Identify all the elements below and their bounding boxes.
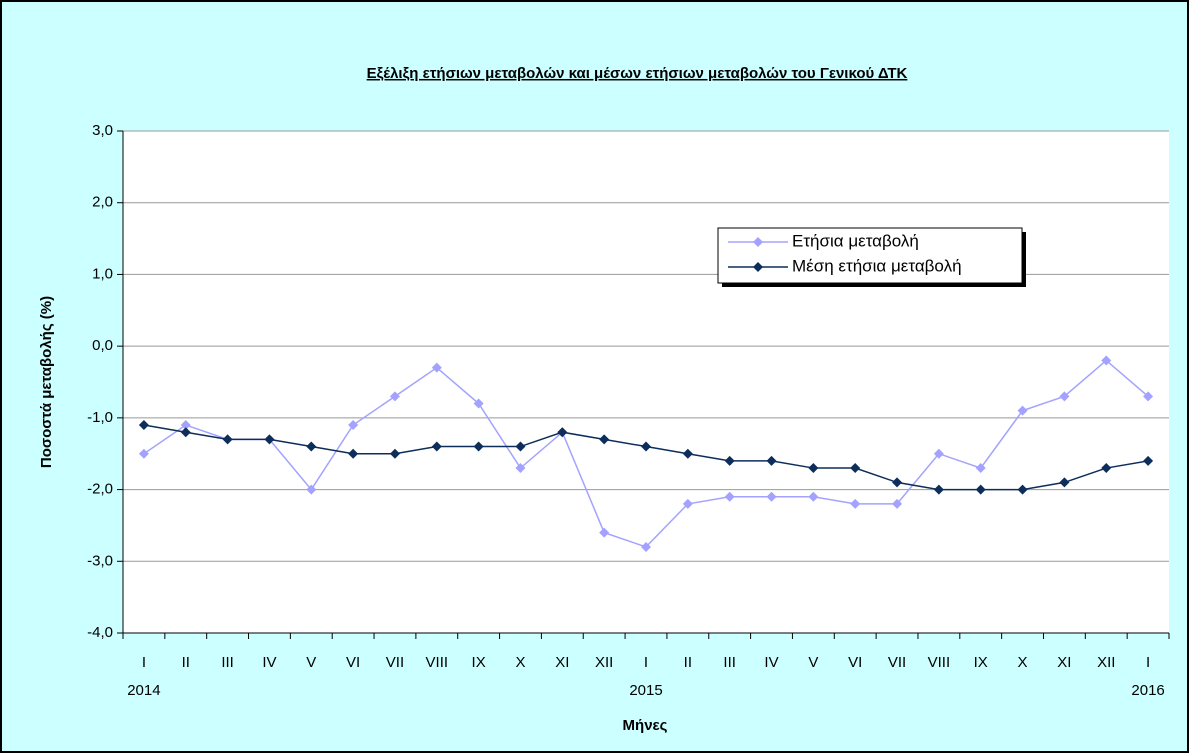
x-tick-label: V: [808, 654, 818, 671]
point-marker: [724, 491, 735, 502]
x-tick-label: XII: [1097, 654, 1115, 671]
point-marker: [264, 434, 275, 445]
point-marker: [1101, 463, 1112, 474]
y-tick-label: -1,0: [87, 409, 113, 426]
point-marker: [599, 434, 610, 445]
point-marker: [808, 491, 819, 502]
point-marker: [180, 427, 191, 438]
point-marker: [1017, 484, 1028, 495]
x-tick-label: II: [684, 654, 692, 671]
y-tick-label: -3,0: [87, 552, 113, 569]
x-tick-label: V: [306, 654, 316, 671]
x-tick-label: VII: [888, 654, 906, 671]
point-marker: [1059, 477, 1070, 488]
point-marker: [348, 420, 359, 431]
x-tick-label: I: [1146, 654, 1150, 671]
x-tick-label: IV: [764, 654, 778, 671]
point-marker: [431, 362, 442, 373]
legend: [717, 227, 1023, 284]
point-marker: [933, 448, 944, 459]
point-marker: [473, 441, 484, 452]
x-tick-label: XI: [555, 654, 569, 671]
year-label: 2015: [629, 682, 662, 699]
point-marker: [389, 391, 400, 402]
point-marker: [138, 420, 149, 431]
point-marker: [515, 441, 526, 452]
point-marker: [682, 498, 693, 509]
point-marker: [641, 441, 651, 452]
x-tick-label: IX: [472, 654, 486, 671]
point-marker: [766, 491, 777, 502]
x-axis-label: Μήνες: [623, 717, 668, 734]
point-marker: [975, 484, 986, 495]
year-label: 2014: [127, 682, 160, 699]
point-marker: [1101, 355, 1112, 366]
point-marker: [808, 463, 819, 474]
year-label: 2016: [1131, 682, 1164, 699]
point-marker: [431, 441, 442, 452]
x-tick-label: VIII: [928, 654, 951, 671]
x-tick-label: VII: [386, 654, 404, 671]
x-tick-label: VI: [848, 654, 862, 671]
point-marker: [892, 477, 903, 488]
y-tick-label: -4,0: [87, 624, 113, 641]
point-marker: [766, 455, 777, 466]
x-tick-label: II: [182, 654, 190, 671]
point-marker: [933, 484, 944, 495]
x-tick-label: I: [644, 654, 648, 671]
point-marker: [1143, 455, 1154, 466]
y-tick-label: 2,0: [92, 194, 113, 211]
point-marker: [724, 455, 735, 466]
point-marker: [180, 420, 191, 431]
x-tick-label: IX: [974, 654, 988, 671]
x-tick-label: VIII: [426, 654, 449, 671]
y-tick-label: -2,0: [87, 481, 113, 498]
legend-label: Μέση ετήσια μεταβολή: [792, 256, 962, 275]
chart-title: Εξέλιξη ετήσιων μεταβολών και μέσων ετήσ…: [367, 65, 908, 82]
x-tick-label: III: [723, 654, 736, 671]
x-tick-label: X: [1018, 654, 1028, 671]
x-tick-label: VI: [346, 654, 360, 671]
y-axis-label: Ποσοστά μεταβολής (%): [38, 296, 55, 468]
y-tick-label: 3,0: [92, 122, 113, 139]
legend-marker: [753, 262, 763, 272]
x-tick-label: I: [142, 654, 146, 671]
point-marker: [850, 498, 861, 509]
point-marker: [348, 448, 359, 459]
point-marker: [138, 448, 149, 459]
point-marker: [1143, 391, 1154, 402]
point-marker: [892, 498, 903, 509]
point-marker: [641, 541, 651, 552]
point-marker: [222, 434, 233, 445]
point-marker: [682, 448, 693, 459]
x-tick-label: III: [221, 654, 234, 671]
legend-label: Ετήσια μεταβολή: [792, 231, 919, 250]
point-marker: [306, 484, 317, 495]
point-marker: [975, 463, 986, 474]
x-tick-label: IV: [262, 654, 276, 671]
point-marker: [515, 463, 526, 474]
x-tick-label: XII: [595, 654, 613, 671]
point-marker: [306, 441, 317, 452]
x-tick-label: X: [515, 654, 525, 671]
point-marker: [599, 527, 610, 538]
point-marker: [473, 398, 484, 409]
y-tick-label: 1,0: [92, 265, 113, 282]
point-marker: [1059, 391, 1070, 402]
x-tick-label: XI: [1057, 654, 1071, 671]
point-marker: [1017, 405, 1028, 416]
legend-marker: [753, 237, 763, 247]
plot-area: [123, 131, 1169, 633]
point-marker: [850, 463, 861, 474]
point-marker: [389, 448, 400, 459]
point-marker: [557, 427, 568, 438]
y-tick-label: 0,0: [92, 337, 113, 354]
